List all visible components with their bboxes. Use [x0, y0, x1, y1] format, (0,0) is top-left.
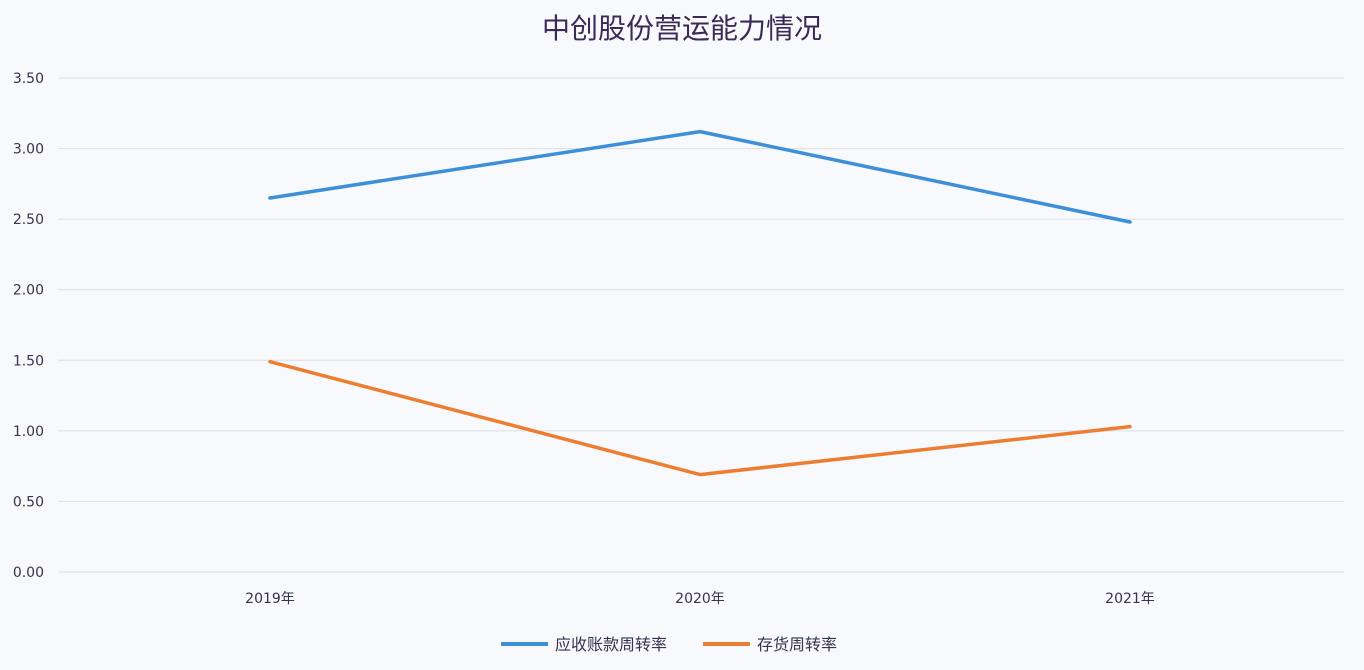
y-tick-label: 1.00 [13, 424, 44, 440]
y-tick-label: 0.00 [13, 565, 44, 581]
y-tick-label: 1.50 [13, 353, 44, 369]
chart-title: 中创股份营运能力情况 [542, 12, 822, 45]
series-line-receivables [268, 129, 1132, 224]
y-tick-label: 3.00 [13, 142, 44, 158]
series-line-inventory [268, 359, 1132, 477]
x-tick-label: 2020年 [675, 591, 725, 607]
legend-label-receivables: 应收账款周转率 [555, 635, 667, 654]
y-tick-label: 2.00 [13, 283, 44, 299]
y-axis-labels: 0.00 0.50 1.00 1.50 2.00 2.50 3.00 3.50 [13, 71, 44, 581]
series-lines [268, 129, 1132, 477]
legend: 应收账款周转率 存货周转率 [501, 635, 837, 654]
y-tick-label: 2.50 [13, 212, 44, 228]
gridlines [58, 77, 1344, 573]
y-tick-label: 3.50 [13, 71, 44, 87]
x-axis-labels: 2019年 2020年 2021年 [245, 591, 1155, 607]
y-tick-label: 0.50 [13, 494, 44, 510]
x-tick-label: 2021年 [1105, 591, 1155, 607]
x-tick-label: 2019年 [245, 591, 295, 607]
legend-label-inventory: 存货周转率 [757, 635, 837, 654]
